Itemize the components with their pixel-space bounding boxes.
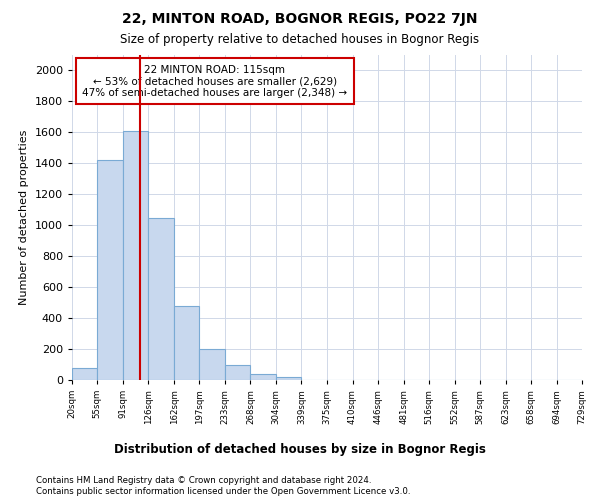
Bar [225, 364, 250, 380]
Text: Contains public sector information licensed under the Open Government Licence v3: Contains public sector information licen… [36, 487, 410, 496]
Bar [199, 349, 225, 380]
Text: Size of property relative to detached houses in Bognor Regis: Size of property relative to detached ho… [121, 32, 479, 46]
Bar [123, 131, 148, 380]
Text: 22 MINTON ROAD: 115sqm
← 53% of detached houses are smaller (2,629)
47% of semi-: 22 MINTON ROAD: 115sqm ← 53% of detached… [82, 64, 347, 98]
Text: Contains HM Land Registry data © Crown copyright and database right 2024.: Contains HM Land Registry data © Crown c… [36, 476, 371, 485]
Y-axis label: Number of detached properties: Number of detached properties [19, 130, 29, 305]
Bar [276, 377, 301, 380]
Bar [250, 374, 276, 380]
Bar [97, 160, 123, 380]
Bar [174, 306, 199, 380]
Text: 22, MINTON ROAD, BOGNOR REGIS, PO22 7JN: 22, MINTON ROAD, BOGNOR REGIS, PO22 7JN [122, 12, 478, 26]
Bar [148, 218, 174, 380]
Bar [72, 368, 97, 380]
Text: Distribution of detached houses by size in Bognor Regis: Distribution of detached houses by size … [114, 442, 486, 456]
